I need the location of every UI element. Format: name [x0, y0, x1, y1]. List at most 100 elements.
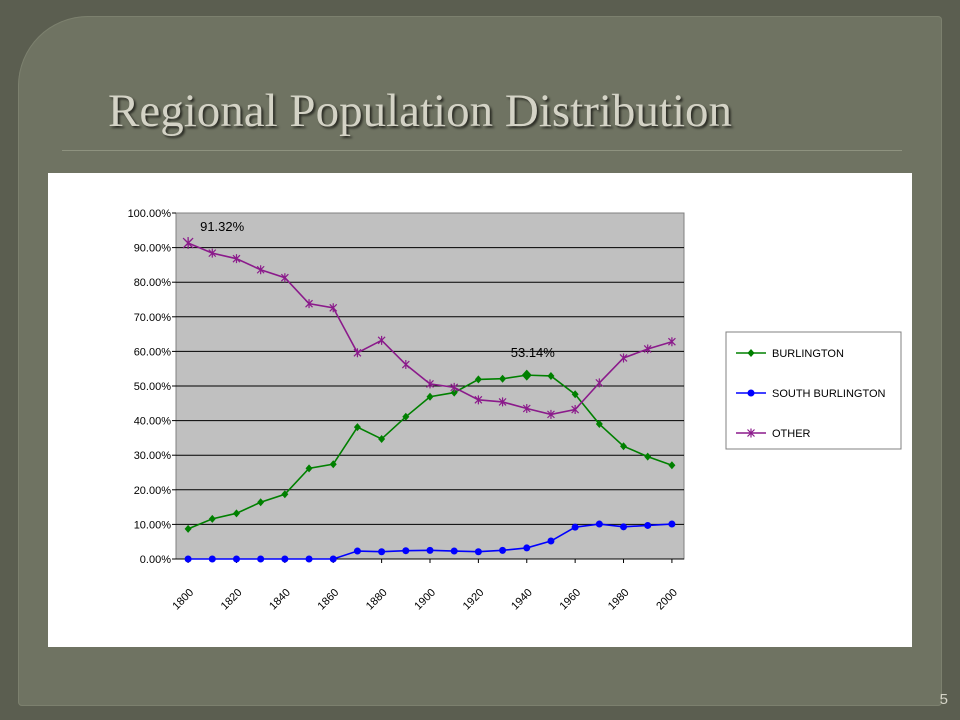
- y-tick-label: 50.00%: [134, 381, 172, 393]
- data-point: [644, 452, 652, 461]
- legend-label: SOUTH BURLINGTON: [772, 388, 886, 400]
- legend-box: [725, 331, 902, 450]
- data-point: [232, 555, 240, 563]
- data-point: [184, 524, 192, 533]
- x-tick-label: 1940: [509, 587, 535, 613]
- data-point: [450, 382, 459, 392]
- y-tick-label: 70.00%: [134, 312, 172, 324]
- data-point: [402, 547, 410, 555]
- data-point: [619, 353, 628, 363]
- slide-title: Regional Population Distribution: [108, 85, 733, 137]
- title-divider: [62, 150, 902, 151]
- x-tick-label: 1800: [170, 587, 196, 613]
- data-point: [523, 544, 531, 552]
- data-point: [402, 412, 410, 421]
- data-point: [353, 348, 362, 358]
- highlighted-data-point: [521, 369, 532, 381]
- data-point: [329, 303, 338, 313]
- data-point: [280, 273, 289, 283]
- data-point: [377, 335, 386, 345]
- data-point: [522, 403, 531, 413]
- data-point: [571, 390, 579, 399]
- data-label: 91.32%: [200, 219, 245, 234]
- data-point: [281, 555, 289, 563]
- data-point: [571, 523, 579, 531]
- data-point: [305, 555, 313, 563]
- data-point: [668, 520, 676, 528]
- series-markers: [184, 238, 676, 563]
- data-point: [474, 395, 483, 405]
- data-point: [498, 397, 507, 407]
- data-point: [257, 498, 265, 507]
- data-point: [305, 464, 313, 473]
- data-point: [595, 378, 604, 388]
- data-point: [378, 434, 386, 443]
- x-tick-label: 1820: [219, 587, 245, 613]
- data-point: [232, 509, 240, 518]
- data-point: [499, 374, 507, 383]
- data-point: [208, 555, 216, 563]
- legend-label: OTHER: [772, 428, 811, 440]
- chart-panel: 0.00% 10.00% 20.00% 30.00% 40.00% 50.00% 60.00…: [48, 173, 912, 647]
- data-point: [426, 392, 434, 401]
- grid-lines: [172, 212, 684, 563]
- y-tick-label: 90.00%: [134, 243, 172, 255]
- population-line-chart: 0.00% 10.00% 20.00% 30.00% 40.00% 50.00% 60.00…: [128, 208, 902, 613]
- data-point: [378, 548, 386, 556]
- data-point: [620, 523, 628, 531]
- x-tick-label: 1900: [412, 587, 438, 613]
- y-tick-label: 40.00%: [134, 416, 172, 428]
- legend-label: BURLINGTON: [772, 348, 844, 360]
- data-point: [353, 547, 361, 555]
- data-point: [474, 375, 482, 384]
- data-point: [450, 547, 458, 555]
- slide-number: 5: [939, 691, 948, 708]
- data-point: [426, 379, 434, 389]
- data-point: [257, 555, 265, 563]
- data-point: [620, 442, 628, 451]
- x-tick-label: 1840: [267, 587, 293, 613]
- x-tick-label: 2000: [654, 587, 680, 613]
- data-annotations: 91.32% 53.14%: [182, 219, 556, 381]
- data-point: [547, 537, 555, 545]
- y-tick-label: 60.00%: [134, 346, 172, 358]
- x-tick-label: 1980: [606, 587, 632, 613]
- y-tick-label: 10.00%: [134, 519, 172, 531]
- legend-marker: [747, 428, 755, 438]
- legend-marker: [747, 389, 755, 397]
- legend: BURLINGTON SOUTH BURLINGTON OTHER: [725, 331, 902, 450]
- data-point: [208, 514, 216, 523]
- data-point: [401, 360, 410, 370]
- y-axis-tick-labels: 0.00% 10.00% 20.00% 30.00% 40.00% 50.00% 60.00…: [128, 208, 172, 566]
- legend-marker: [747, 349, 755, 357]
- data-point: [644, 521, 652, 529]
- data-point: [208, 248, 217, 258]
- data-label: 53.14%: [511, 345, 556, 360]
- data-point: [595, 520, 603, 528]
- data-point: [329, 555, 337, 563]
- y-tick-label: 0.00%: [140, 554, 171, 566]
- data-point: [547, 371, 555, 380]
- x-tick-label: 1960: [557, 587, 583, 613]
- data-point: [474, 548, 482, 556]
- data-point: [450, 388, 458, 397]
- y-tick-label: 30.00%: [134, 450, 172, 462]
- x-tick-label: 1860: [316, 587, 342, 613]
- highlighted-data-point: [182, 237, 194, 250]
- x-tick-label: 1920: [461, 587, 487, 613]
- y-tick-label: 80.00%: [134, 277, 172, 289]
- data-point: [595, 420, 603, 429]
- data-point: [667, 337, 676, 347]
- data-point: [232, 254, 241, 264]
- x-axis-tick-labels: 1800 1820 1840 1860 1880 1900 1920 1940 1960 1980…: [170, 587, 680, 613]
- data-point: [329, 460, 337, 469]
- x-tick-label: 1880: [364, 587, 390, 613]
- y-tick-label: 100.00%: [128, 208, 172, 220]
- data-point: [353, 423, 361, 432]
- data-point: [571, 405, 580, 415]
- y-tick-label: 20.00%: [134, 485, 172, 497]
- data-point: [256, 265, 265, 275]
- data-point: [499, 546, 507, 554]
- data-point: [547, 409, 555, 419]
- data-point: [184, 555, 192, 563]
